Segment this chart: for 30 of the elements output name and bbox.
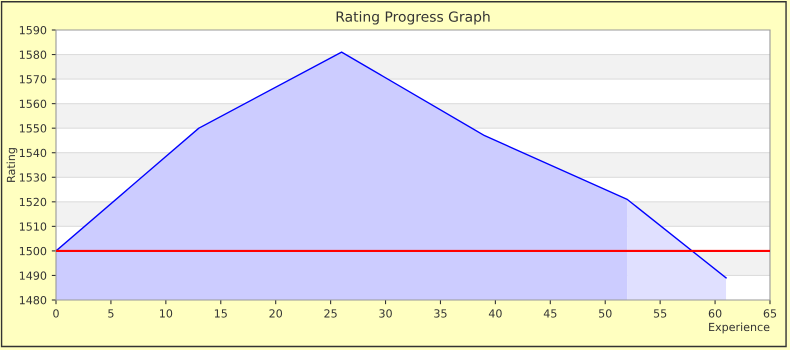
x-axis-title: Experience [709, 322, 770, 334]
y-tick-label: 1590 [20, 26, 46, 34]
line-series [56, 51, 727, 279]
y-tick-label: 1490 [20, 271, 46, 280]
y-tick-label: 1520 [20, 198, 46, 206]
y-tick-label: 1560 [20, 100, 46, 108]
x-tick-label: 40 [488, 309, 502, 318]
x-tick-label: 65 [764, 309, 776, 318]
x-tick-label: 30 [379, 309, 392, 318]
y-tick-label: 1480 [20, 296, 46, 304]
x-tick-label: 45 [544, 309, 556, 318]
x-tick-label: 20 [269, 309, 282, 318]
y-tick-label: 1510 [20, 222, 46, 231]
x-tick-label: 55 [654, 309, 666, 318]
y-tick-label: 1550 [20, 124, 46, 133]
x-tick-label: 25 [324, 309, 337, 318]
y-tick-label: 1580 [20, 50, 46, 59]
y-tick-label: 1570 [20, 75, 46, 84]
y-axis-title: Rating [6, 148, 18, 182]
y-tick-label: 1530 [20, 173, 46, 182]
x-tick-label: 10 [160, 309, 172, 318]
x-tick-label: 35 [434, 309, 447, 318]
chart-title: Rating Progress Graph [336, 11, 490, 25]
x-tick-label: 60 [708, 309, 722, 318]
x-tick-label: 15 [214, 309, 227, 318]
x-tick-label: 0 [53, 309, 59, 318]
y-tick-label: 1540 [20, 148, 46, 158]
y-tick-label: 1500 [20, 246, 46, 256]
x-tick-label: 5 [108, 309, 114, 318]
x-tick-label: 50 [599, 309, 612, 318]
